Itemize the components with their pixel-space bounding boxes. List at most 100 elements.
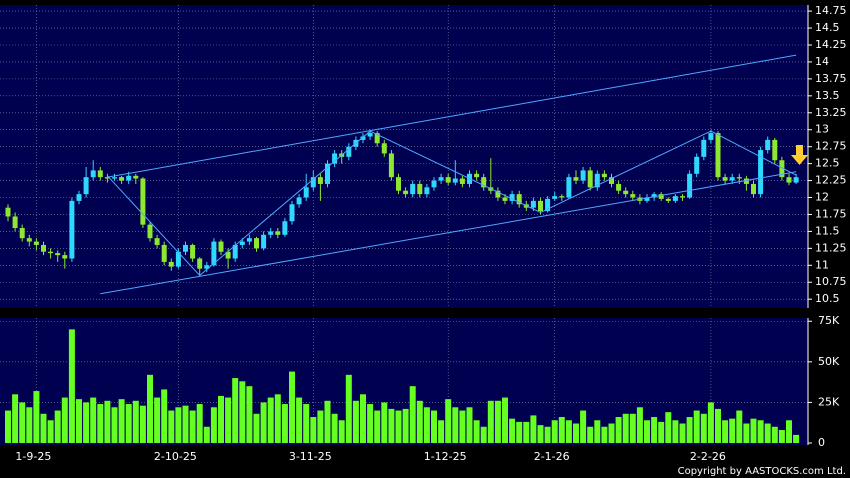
volume-bar <box>793 434 800 443</box>
volume-bar <box>33 391 40 443</box>
candle-body <box>346 146 352 157</box>
volume-bar <box>274 394 281 443</box>
x-tick-label: 3-11-25 <box>289 450 332 463</box>
candle-body <box>218 241 224 252</box>
candle-body <box>48 251 54 254</box>
volume-bar <box>218 395 224 443</box>
candle-body <box>62 255 68 259</box>
candle-body <box>502 197 508 201</box>
candle-body <box>254 238 259 249</box>
candle-body <box>417 183 423 195</box>
volume-bar <box>395 410 402 443</box>
volume-bar <box>487 400 494 443</box>
y-tick-label: 13.25 <box>815 106 847 119</box>
volume-bar <box>672 420 679 443</box>
volume-bar <box>651 417 658 443</box>
volume-bar <box>580 410 587 443</box>
candle-body <box>559 196 565 198</box>
volume-bar <box>367 404 374 443</box>
y-tick-label: 11 <box>815 258 829 271</box>
candle-body <box>538 200 543 212</box>
volume-bar <box>189 410 196 443</box>
candle-body <box>69 200 75 259</box>
candle-body <box>445 177 451 183</box>
volume-bar <box>587 426 594 443</box>
y-tick-label: 50K <box>818 355 840 368</box>
candle-body <box>609 177 614 184</box>
candle-body <box>289 204 295 222</box>
candle-body <box>403 190 409 195</box>
volume-bar <box>90 397 97 443</box>
candle-body <box>168 261 174 267</box>
volume-bar <box>452 407 459 443</box>
volume-bar <box>125 404 132 443</box>
candle-body <box>26 238 32 242</box>
candle-body <box>211 241 217 266</box>
volume-bar <box>225 397 232 443</box>
volume-bar <box>139 405 146 443</box>
x-tick-label: 2-2-26 <box>690 450 726 463</box>
candle-body <box>758 150 764 195</box>
y-tick-label: 12 <box>815 191 829 204</box>
candle-body <box>530 200 536 208</box>
volume-bar <box>246 386 253 443</box>
volume-bar <box>161 389 168 443</box>
candle-body <box>729 177 735 181</box>
candle-body <box>154 238 160 245</box>
candle-body <box>438 177 444 181</box>
candle-body <box>694 156 700 174</box>
y-tick-label: 10.75 <box>815 275 847 288</box>
candle-body <box>509 194 515 201</box>
volume-bar <box>132 400 139 443</box>
candle-body <box>133 175 139 179</box>
candle-body <box>708 133 714 140</box>
volume-bar <box>331 413 338 443</box>
candle-body <box>793 177 799 183</box>
trend-line <box>107 130 797 277</box>
volume-bar <box>473 420 480 443</box>
candle-body <box>317 177 323 184</box>
candle-body <box>147 224 153 239</box>
volume-bar <box>402 408 409 443</box>
volume-bar <box>757 420 764 443</box>
volume-bar <box>530 415 537 443</box>
volume-bar <box>658 421 665 443</box>
volume-bar <box>19 402 26 443</box>
volume-bar <box>459 410 466 443</box>
candle-body <box>360 136 366 140</box>
volume-bar <box>466 407 473 443</box>
volume-bar <box>551 420 558 443</box>
y-tick-label: 11.25 <box>815 241 847 254</box>
volume-bar <box>111 407 118 443</box>
volume-bar <box>239 381 246 443</box>
price-panel <box>0 5 808 308</box>
volume-bar <box>431 410 437 443</box>
candle-body <box>12 216 18 229</box>
volume-bar <box>54 410 61 443</box>
volume-bar <box>601 426 608 443</box>
volume-bar <box>409 386 416 443</box>
candle-body <box>651 194 657 198</box>
volume-bar <box>523 421 530 443</box>
volume-bar <box>750 418 757 443</box>
candle-body <box>112 177 117 179</box>
candle-body <box>665 198 671 201</box>
volume-bar <box>644 420 650 443</box>
candle-body <box>516 194 522 205</box>
candle-body <box>225 251 231 259</box>
candle-body <box>197 258 203 269</box>
volume-bar <box>83 402 90 443</box>
y-tick-label: 11.75 <box>815 207 847 220</box>
trend-line <box>107 54 797 178</box>
y-tick-label: 14 <box>815 55 829 68</box>
candle-body <box>90 170 96 178</box>
candle-body <box>303 187 309 198</box>
candle-body <box>55 253 61 256</box>
candle-body <box>715 133 721 178</box>
y-tick-label: 0 <box>818 436 825 449</box>
arrow-marker <box>791 145 808 165</box>
candle-body <box>161 244 167 262</box>
candle-body <box>616 183 622 191</box>
volume-bar <box>778 430 785 443</box>
